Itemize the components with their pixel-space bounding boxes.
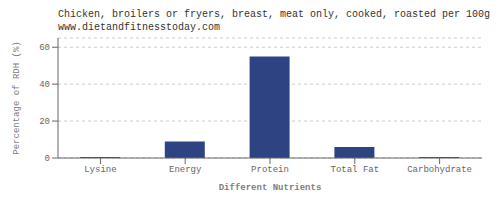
svg-text:Lysine: Lysine — [84, 165, 116, 175]
svg-text:Carbohydrate: Carbohydrate — [407, 165, 472, 175]
svg-text:Total Fat: Total Fat — [330, 165, 379, 175]
svg-text:Different Nutrients: Different Nutrients — [219, 183, 322, 192]
svg-text:60: 60 — [39, 43, 50, 53]
svg-text:20: 20 — [39, 117, 50, 127]
svg-text:Protein: Protein — [251, 165, 289, 175]
svg-text:Energy: Energy — [169, 165, 202, 175]
svg-text:40: 40 — [39, 80, 50, 90]
svg-text:0: 0 — [45, 154, 50, 164]
svg-text:Percentage of RDH (%): Percentage of RDH (%) — [12, 41, 22, 154]
html-text:Chicken, broilers or fryers, b: Chicken, broilers or fryers, breast, mea… — [58, 9, 491, 20]
html-text:www.dietandfitnesstoday.com: www.dietandfitnesstoday.com — [58, 22, 220, 33]
